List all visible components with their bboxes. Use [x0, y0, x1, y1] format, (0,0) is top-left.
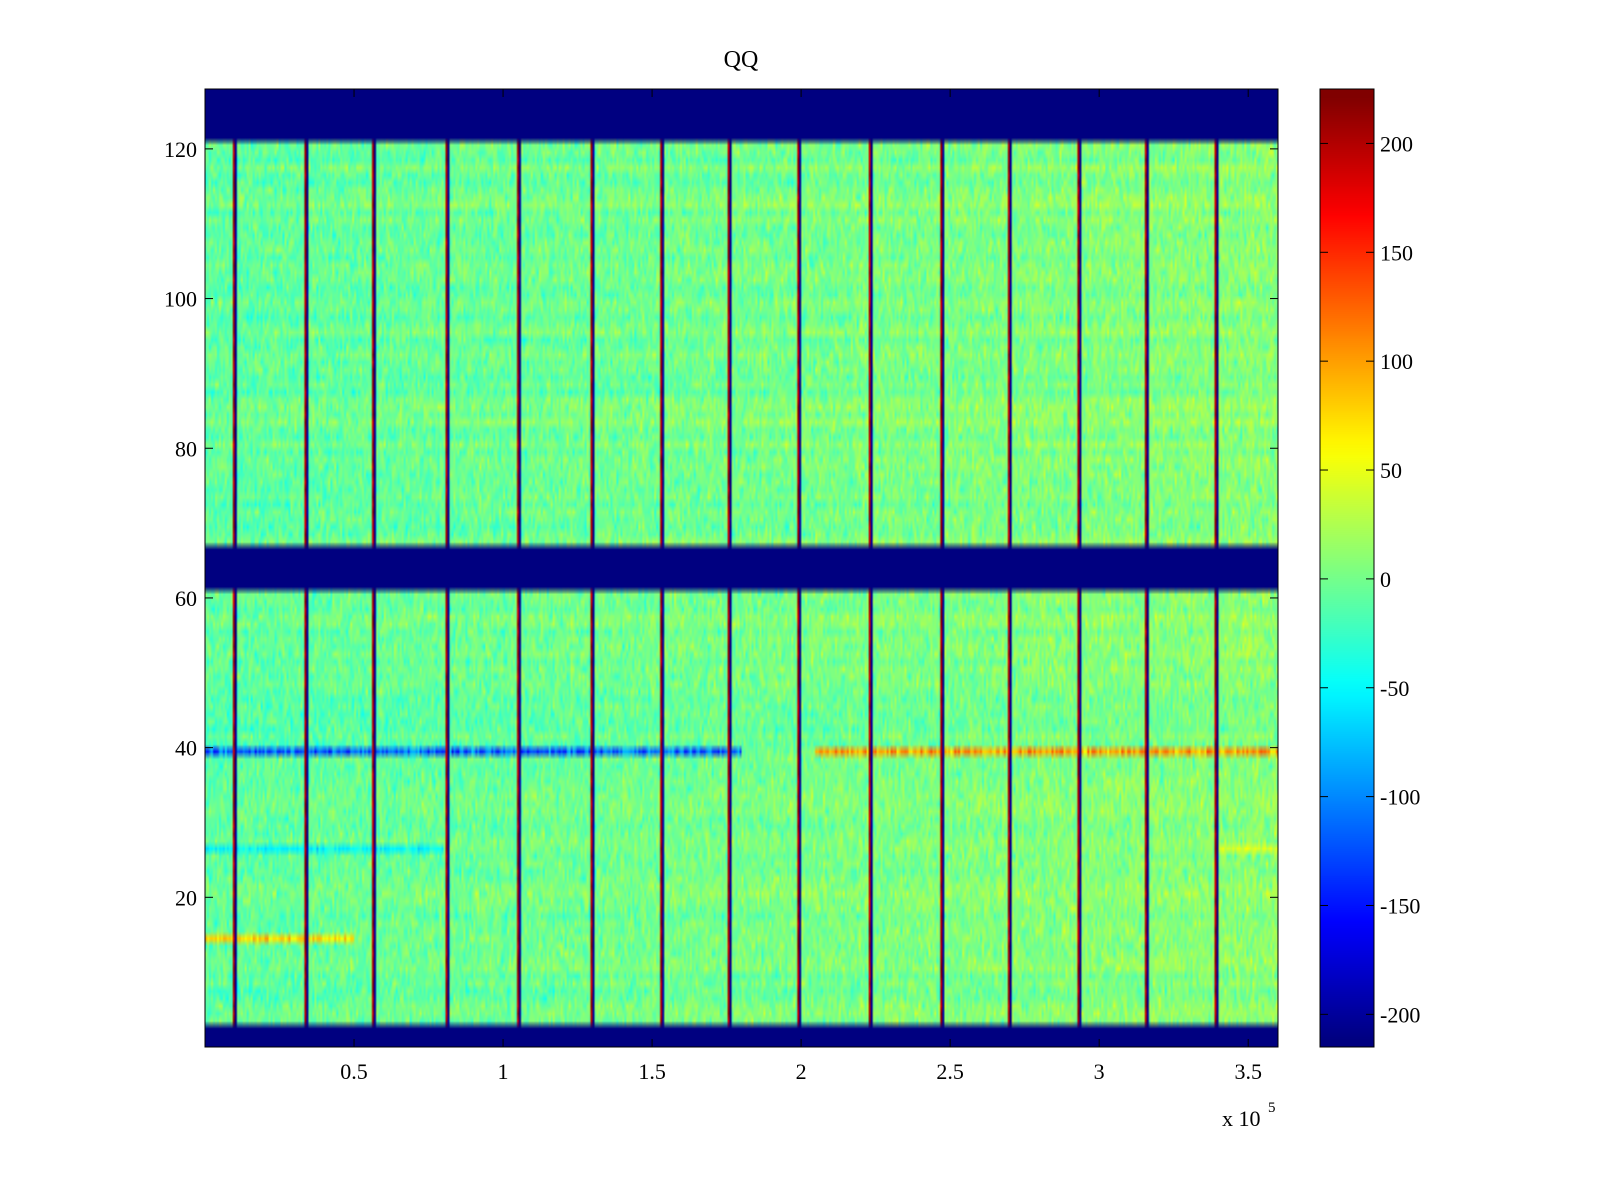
x-axis-multiplier: x 10 5 — [1222, 1100, 1276, 1131]
x-multiplier-exponent: 5 — [1268, 1100, 1276, 1116]
x-tick-label: 1 — [498, 1059, 509, 1084]
colorbar-tick-label: 0 — [1380, 567, 1391, 592]
plot-frame — [204, 88, 1279, 1048]
colorbar-gradient — [1320, 89, 1374, 1047]
colorbar: -200 -150 -100 -50 0 50 100 150 200 — [1319, 88, 1420, 1048]
y-tick-label: 20 — [175, 885, 197, 910]
colorbar-tick-label: 50 — [1380, 458, 1402, 483]
colorbar-tick-label: 150 — [1380, 240, 1413, 265]
y-tick-label: 60 — [175, 586, 197, 611]
heatmap-image — [205, 89, 1278, 1047]
colorbar-tick-label: 100 — [1380, 349, 1413, 374]
chart-title: QQ — [724, 47, 759, 73]
x-tick-label: 2 — [796, 1059, 807, 1084]
colorbar-tick-label: 200 — [1380, 131, 1413, 156]
y-tick-label: 100 — [164, 287, 197, 312]
colorbar-tick-label: -50 — [1380, 676, 1409, 701]
y-tick-label: 120 — [164, 137, 197, 162]
y-tick-label: 80 — [175, 436, 197, 461]
x-tick-label: 1.5 — [638, 1059, 666, 1084]
y-tick-label: 40 — [175, 736, 197, 761]
x-tick-label: 3 — [1094, 1059, 1105, 1084]
x-tick-label: 3.5 — [1234, 1059, 1262, 1084]
x-axis-ticks: 0.5 1 1.5 2 2.5 3 3.5 — [340, 89, 1262, 1084]
colorbar-tick-label: -200 — [1380, 1002, 1420, 1027]
x-tick-label: 0.5 — [340, 1059, 368, 1084]
colorbar-tick-label: -150 — [1380, 893, 1420, 918]
x-tick-label: 2.5 — [936, 1059, 964, 1084]
colorbar-ticks: -200 -150 -100 -50 0 50 100 150 200 — [1320, 131, 1420, 1027]
colorbar-frame — [1319, 88, 1375, 1048]
colorbar-tick-label: -100 — [1380, 785, 1420, 810]
x-multiplier-label: x 10 — [1222, 1106, 1261, 1131]
heatmap-plot-area — [204, 88, 1279, 1048]
y-axis-ticks: 20 40 60 80 100 120 — [164, 137, 1278, 910]
